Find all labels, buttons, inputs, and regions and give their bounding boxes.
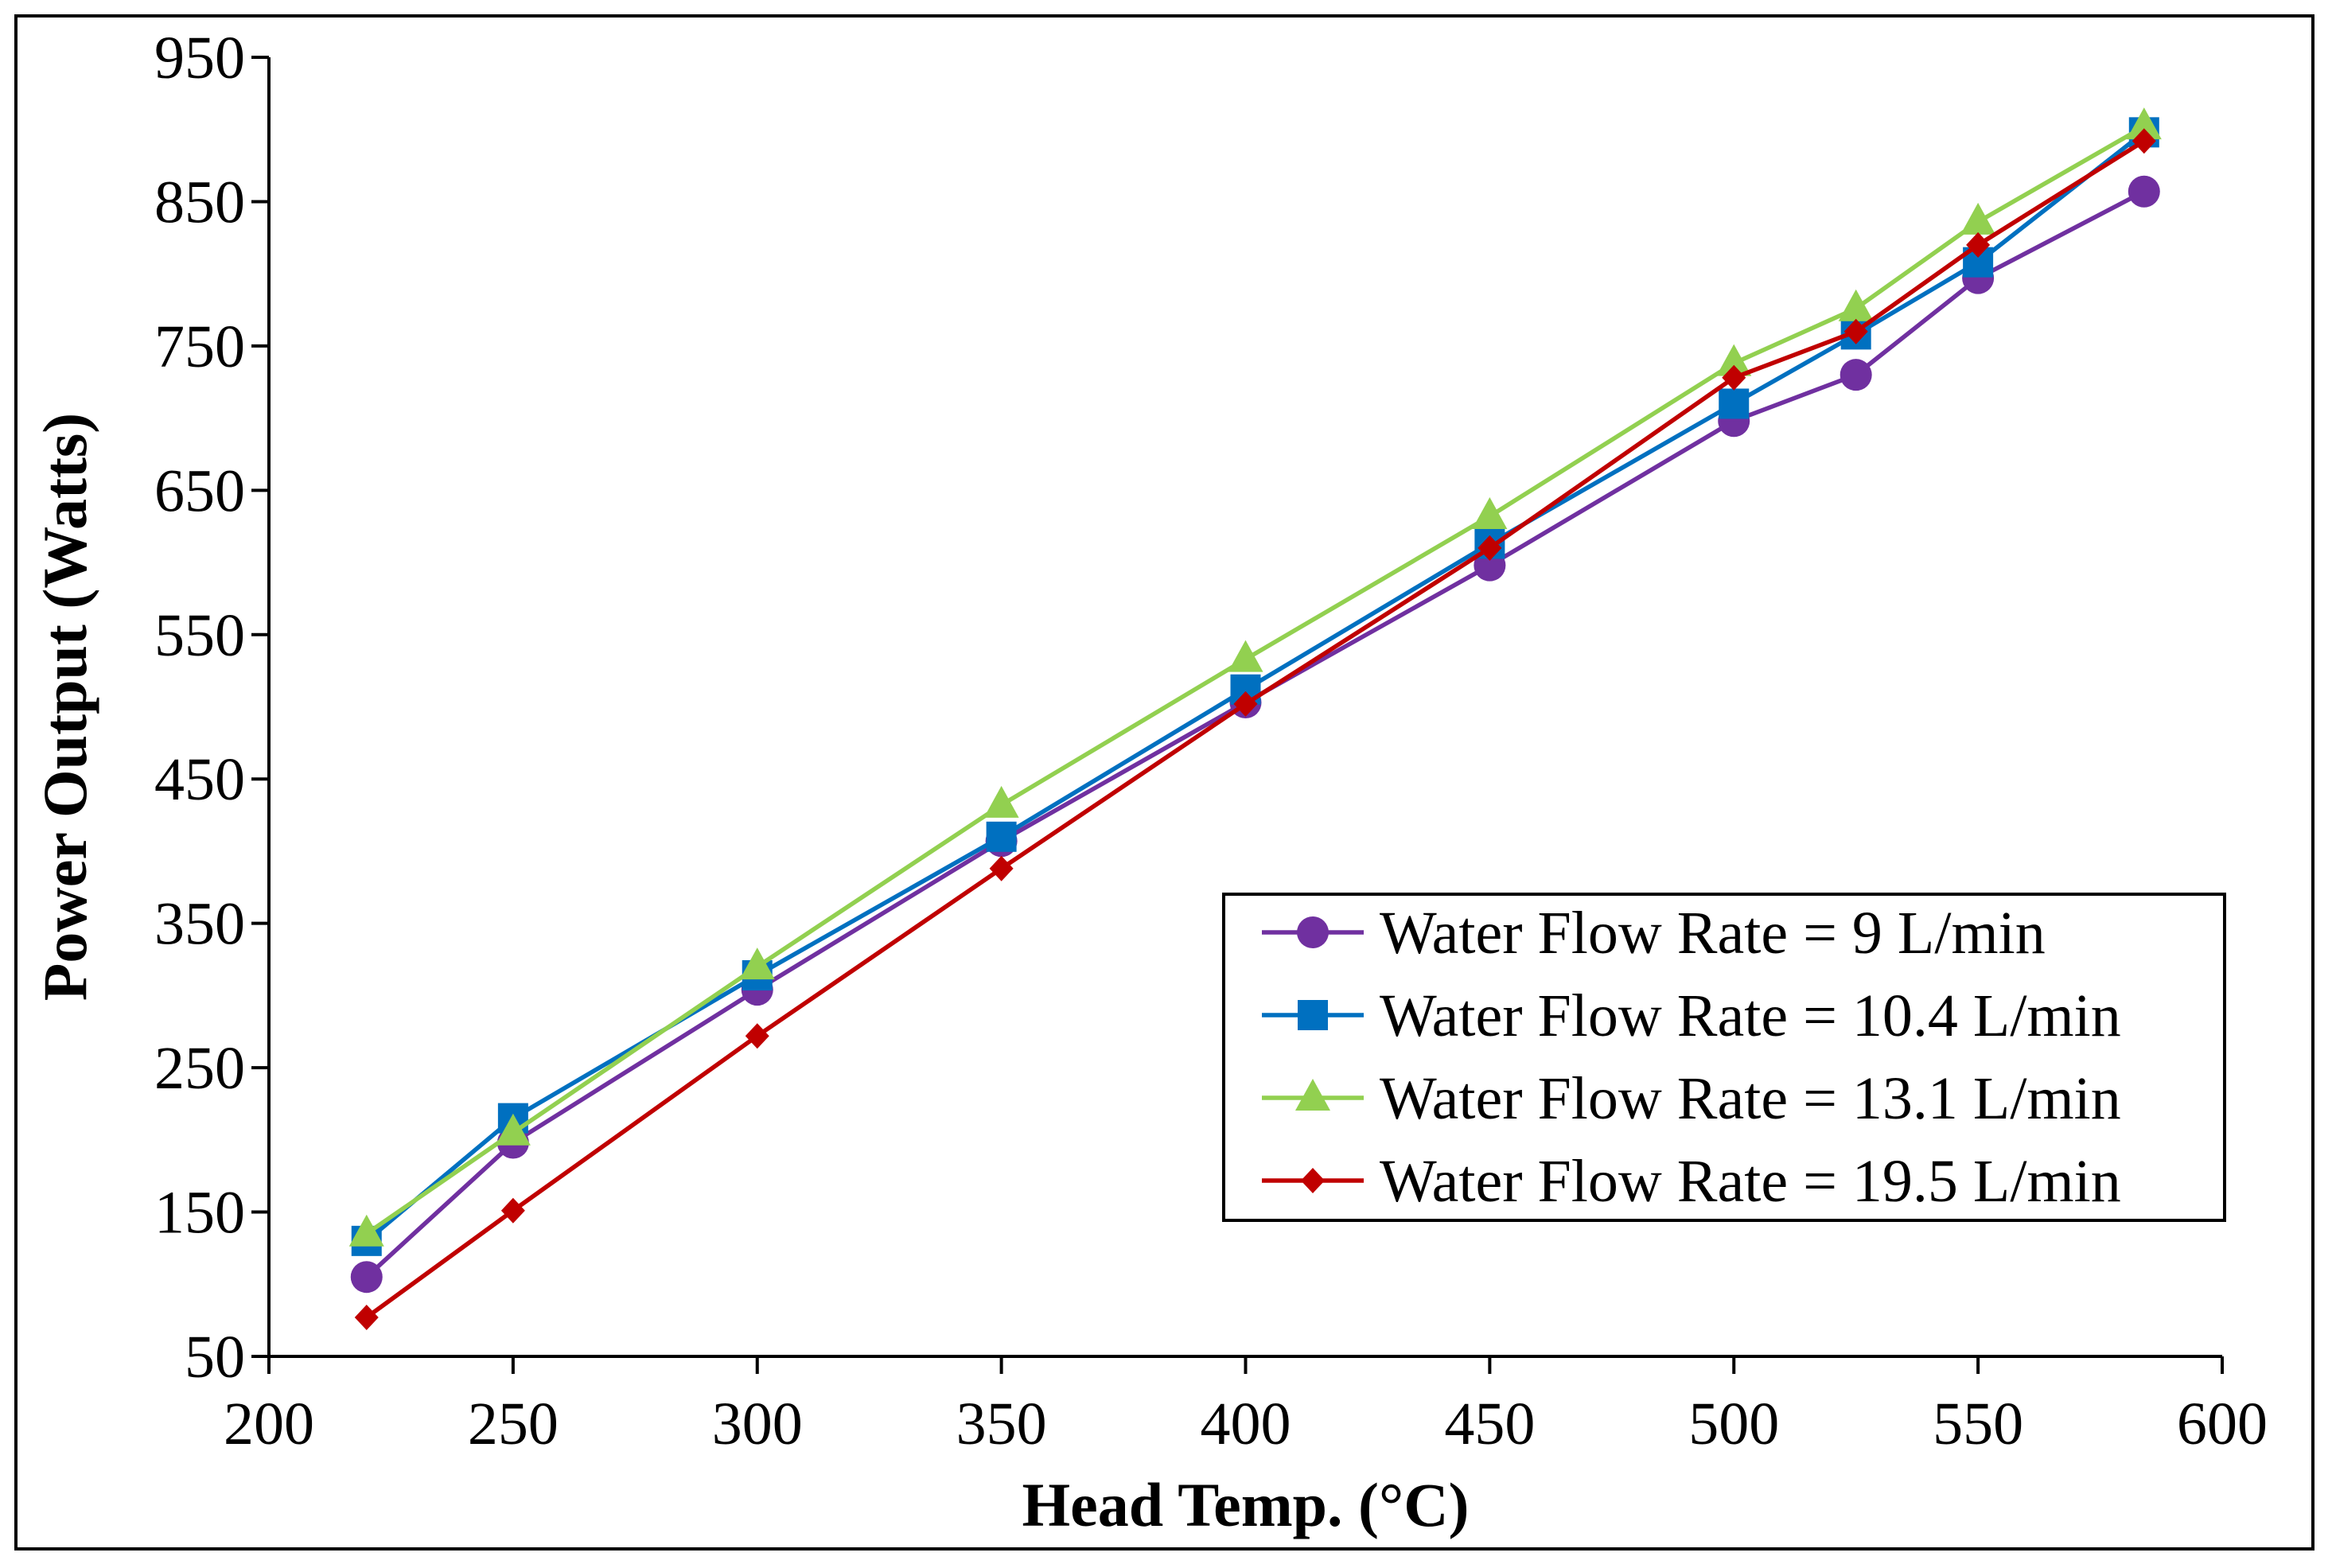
x-tick-label: 200 — [224, 1391, 314, 1457]
data-point — [1228, 640, 1263, 672]
data-point — [1966, 232, 1991, 258]
legend-entry: Water Flow Rate = 9 L/min — [1262, 900, 2046, 967]
legend-box — [1222, 893, 2226, 1222]
data-point — [2126, 107, 2162, 140]
data-point — [350, 1261, 383, 1294]
y-tick-label: 250 — [154, 1035, 245, 1102]
x-tick-label: 250 — [468, 1391, 559, 1457]
data-point — [495, 1113, 531, 1146]
legend-entry: Water Flow Rate = 19.5 L/min — [1262, 1148, 2121, 1215]
legend-marker — [1298, 1000, 1328, 1030]
legend-marker — [1295, 1079, 1330, 1111]
legend-marker — [1301, 1168, 1325, 1193]
data-point — [1716, 344, 1752, 376]
legend-label: Water Flow Rate = 9 L/min — [1380, 900, 2046, 967]
x-tick-label: 550 — [1933, 1391, 2023, 1457]
x-tick-label: 600 — [2177, 1391, 2268, 1457]
y-tick-label: 750 — [154, 313, 245, 380]
y-tick-label: 650 — [154, 457, 245, 524]
data-point — [745, 1023, 769, 1049]
data-point — [1477, 535, 1502, 561]
series-4 — [354, 128, 2156, 1331]
y-axis-title: Power Output (Watts) — [30, 413, 99, 1002]
y-tick-label: 50 — [185, 1324, 245, 1391]
y-tick-label: 950 — [154, 25, 245, 91]
x-axis-title: Head Temp. (°C) — [1022, 1470, 1469, 1539]
data-point — [1722, 364, 1746, 391]
data-point — [2128, 175, 2160, 208]
legend-label: Water Flow Rate = 10.4 L/min — [1380, 982, 2121, 1049]
x-tick-label: 500 — [1688, 1391, 1779, 1457]
y-tick-label: 450 — [154, 746, 245, 813]
series-3 — [348, 107, 2162, 1247]
data-point — [1233, 691, 1258, 717]
data-point — [1843, 318, 1868, 344]
data-point — [1838, 289, 1874, 321]
x-tick-label: 350 — [956, 1391, 1047, 1457]
x-tick-label: 450 — [1444, 1391, 1535, 1457]
legend: Water Flow Rate = 9 L/min Water Flow Rate… — [1222, 893, 2226, 1222]
legend-entry: Water Flow Rate = 13.1 L/min — [1262, 1065, 2121, 1132]
data-point — [1472, 496, 1508, 529]
series-line — [365, 138, 2146, 1320]
y-tick-label: 550 — [154, 602, 245, 669]
data-point — [1719, 388, 1750, 419]
data-point — [1840, 359, 1872, 391]
y-tick-label: 850 — [154, 169, 245, 235]
axes: 50 150 250 350 450 550 650 750 850 950 200 250 300 35… — [154, 25, 2268, 1457]
series-line — [364, 189, 2146, 1279]
series-line — [364, 130, 2146, 1243]
data-point — [2132, 128, 2156, 154]
legend-label: Water Flow Rate = 19.5 L/min — [1380, 1148, 2121, 1215]
data-point — [500, 1197, 525, 1224]
data-point — [348, 1214, 384, 1247]
x-tick-label: 400 — [1201, 1391, 1291, 1457]
data-point — [989, 855, 1014, 881]
series-line — [365, 124, 2146, 1236]
legend-marker — [1297, 916, 1329, 948]
data-point — [739, 947, 775, 980]
series-layer — [348, 107, 2162, 1331]
data-point — [1960, 202, 1996, 235]
legend-label: Water Flow Rate = 13.1 L/min — [1380, 1065, 2121, 1132]
legend-entry: Water Flow Rate = 10.4 L/min — [1262, 982, 2121, 1049]
y-tick-label: 150 — [154, 1180, 245, 1247]
data-point — [986, 821, 1017, 852]
data-point — [983, 785, 1019, 818]
data-point — [354, 1305, 379, 1331]
y-tick-label: 350 — [154, 891, 245, 958]
x-tick-label: 300 — [712, 1391, 803, 1457]
